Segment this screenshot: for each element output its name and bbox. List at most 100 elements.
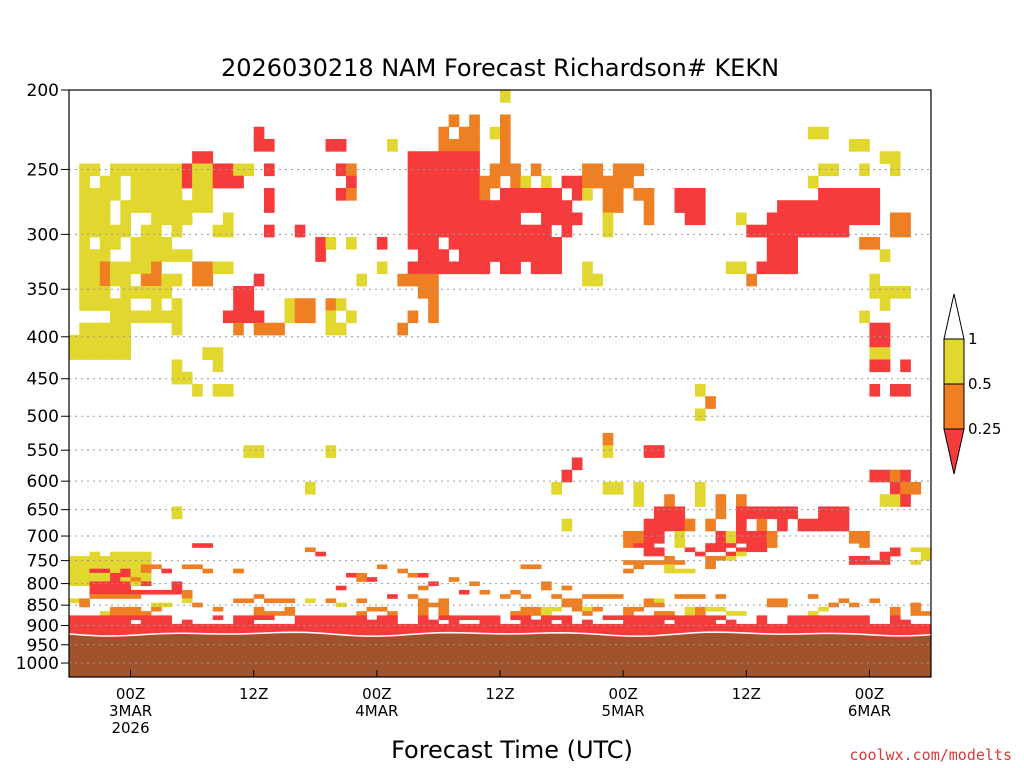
heatmap-cell [879,628,891,633]
heatmap-cell [171,623,183,629]
heatmap-cell [807,628,819,633]
heatmap-cell [797,615,809,621]
heatmap-cell [520,249,532,262]
heatmap-cell [69,572,80,578]
heatmap-cell [561,623,573,629]
heatmap-cell [140,560,152,565]
heatmap-cell [458,212,470,226]
heatmap-cell [879,249,891,262]
heatmap-cell [366,628,378,633]
heatmap-cell [99,334,111,348]
heatmap-cell [818,224,829,238]
heatmap-cell [777,236,788,250]
heatmap-cell [653,530,665,544]
heatmap-cell [120,628,131,633]
heatmap-cell [623,628,634,633]
heatmap-cell [99,285,111,299]
heatmap-cell [346,628,357,633]
heatmap-cell [181,623,193,629]
heatmap-cell [448,236,460,250]
heatmap-cell [879,298,891,311]
heatmap-cell [633,481,645,495]
heatmap-cell [161,310,173,324]
legend-label: 0.25 [968,420,1001,438]
heatmap-cell [110,585,121,591]
heatmap-cell [335,187,347,201]
heatmap-cell [715,543,727,548]
heatmap-cell [181,249,193,262]
heatmap-cell [541,261,552,275]
heatmap-cell [212,347,224,360]
heatmap-cell [417,200,429,213]
heatmap-cell [900,632,911,638]
heatmap-cell [705,615,716,621]
heatmap-cell [653,602,665,608]
heatmap-cell [879,494,891,507]
heatmap-cell [510,623,521,629]
heatmap-cell [818,212,829,226]
heatmap-cell [325,615,337,621]
heatmap-cell [889,163,901,177]
heatmap-cell [325,445,337,458]
heatmap-cell [674,200,686,213]
heatmap-cell [346,572,357,578]
heatmap-cell [633,606,645,612]
heatmap-cell [479,200,491,213]
y-tick-label: 550 [27,441,59,461]
heatmap-cell [889,224,901,238]
heatmap-cell [99,224,111,238]
heatmap-cell [448,212,460,226]
heatmap-cell [869,469,881,483]
heatmap-cell [417,628,429,633]
heatmap-cell [438,224,450,238]
heatmap-cell [417,585,429,591]
heatmap-cell [69,628,80,633]
heatmap-cell [869,359,881,373]
heatmap-cell [212,615,224,621]
heatmap-cell [99,212,111,226]
heatmap-cell [828,506,840,520]
heatmap-cell [643,543,655,548]
heatmap-cell [79,298,90,311]
heatmap-cell [120,347,131,360]
heatmap-cell [766,623,778,629]
heatmap-cell [643,187,655,201]
heatmap-cell [407,628,419,633]
heatmap-cell [325,298,337,311]
heatmap-cell [787,619,798,625]
heatmap-cell [151,628,162,633]
heatmap-cell [181,212,193,226]
heatmap-cell [99,322,111,336]
y-tick-label: 350 [27,280,59,300]
heatmap-cell [787,212,798,226]
heatmap-cell [428,249,439,262]
heatmap-cell [520,606,532,612]
heatmap-cell [89,555,101,561]
heatmap-cell [807,619,819,625]
heatmap-cell [69,619,80,625]
heatmap-cell [541,187,552,201]
heatmap-cell [438,212,450,226]
heatmap-cell [551,200,562,213]
heatmap-cell [140,572,152,578]
heatmap-cell [212,359,224,373]
heatmap-cell [715,606,727,612]
heatmap-cell [879,359,891,373]
heatmap-cell [130,249,142,262]
heatmap-cell [79,623,90,629]
heatmap-cell [541,585,552,591]
heatmap-cell [653,623,665,629]
heatmap-cell [561,602,573,608]
heatmap-cell [120,606,131,612]
heatmap-cell [161,236,173,250]
heatmap-cell [192,187,203,201]
heatmap-cell [417,606,429,612]
heatmap-cell [910,611,922,616]
heatmap-cell [859,200,870,213]
heatmap-cell [356,572,367,578]
heatmap-cell [397,623,409,629]
heatmap-cell [838,619,850,625]
heatmap-cell [69,334,80,348]
heatmap-cell [920,628,932,633]
heatmap-cell [130,187,142,201]
